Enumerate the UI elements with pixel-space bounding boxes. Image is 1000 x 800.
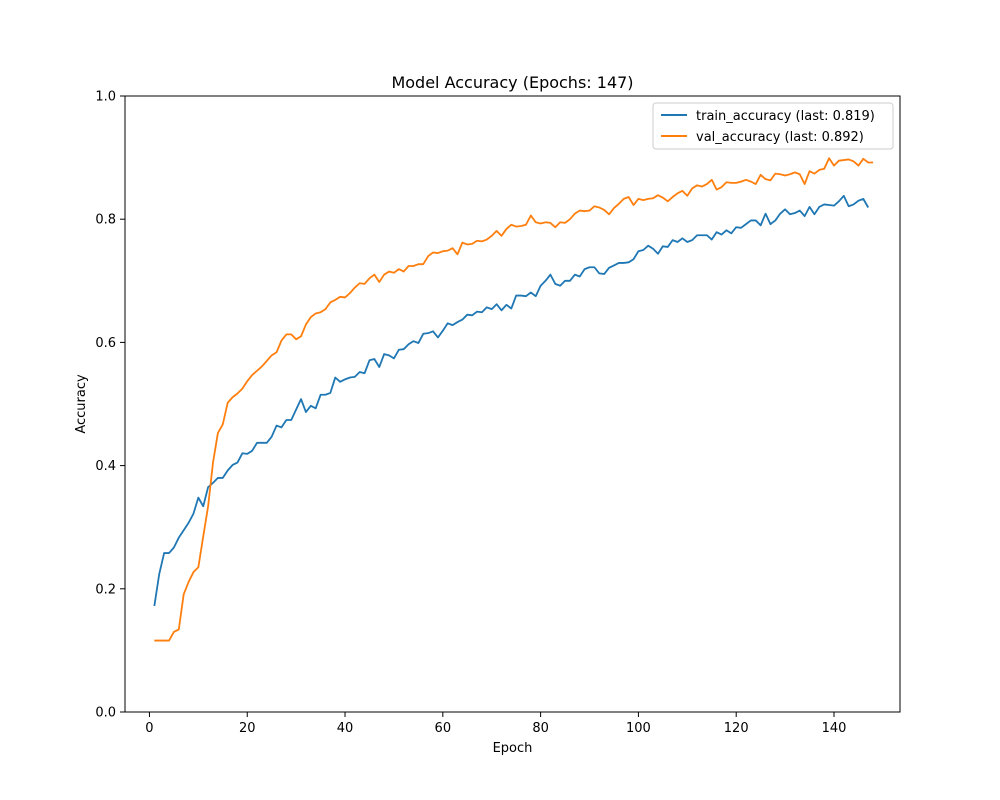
series-layer — [153, 157, 874, 642]
chart-title: Model Accuracy (Epochs: 147) — [391, 73, 633, 92]
y-tick-label: 0.6 — [95, 336, 116, 351]
legend-box — [652, 102, 894, 150]
x-tick-label: 80 — [532, 721, 549, 736]
x-tick-label: 120 — [724, 721, 749, 736]
y-tick-label: 0.0 — [95, 706, 116, 721]
x-axis-label: Epoch — [493, 741, 533, 756]
series-line-val-accuracy — [154, 157, 874, 642]
y-tick-label: 1.0 — [95, 90, 116, 105]
x-tick-label: 0 — [145, 721, 153, 736]
y-axis-label: Accuracy — [74, 374, 89, 434]
x-tick-label: 100 — [626, 721, 651, 736]
y-tick-label: 0.2 — [95, 582, 116, 597]
x-axis-ticks: 0 20 40 60 80 100 120 140 — [145, 712, 846, 736]
legend-label-val-accuracy: val_accuracy (last: 0.892) — [696, 130, 864, 145]
x-tick-label: 60 — [435, 721, 452, 736]
legend-label-train-accuracy: train_accuracy (last: 0.819) — [696, 109, 875, 124]
x-tick-label: 20 — [239, 721, 256, 736]
y-axis-ticks: 0.0 0.2 0.4 0.6 0.8 1.0 — [95, 90, 125, 721]
x-tick-label: 140 — [822, 721, 847, 736]
axes-frame — [124, 95, 901, 713]
series-line-train-accuracy — [153, 194, 870, 607]
y-tick-label: 0.8 — [95, 213, 116, 228]
y-tick-label: 0.4 — [95, 459, 116, 474]
legend: train_accuracy (last: 0.819) val_accurac… — [652, 102, 894, 150]
x-tick-label: 40 — [337, 721, 354, 736]
